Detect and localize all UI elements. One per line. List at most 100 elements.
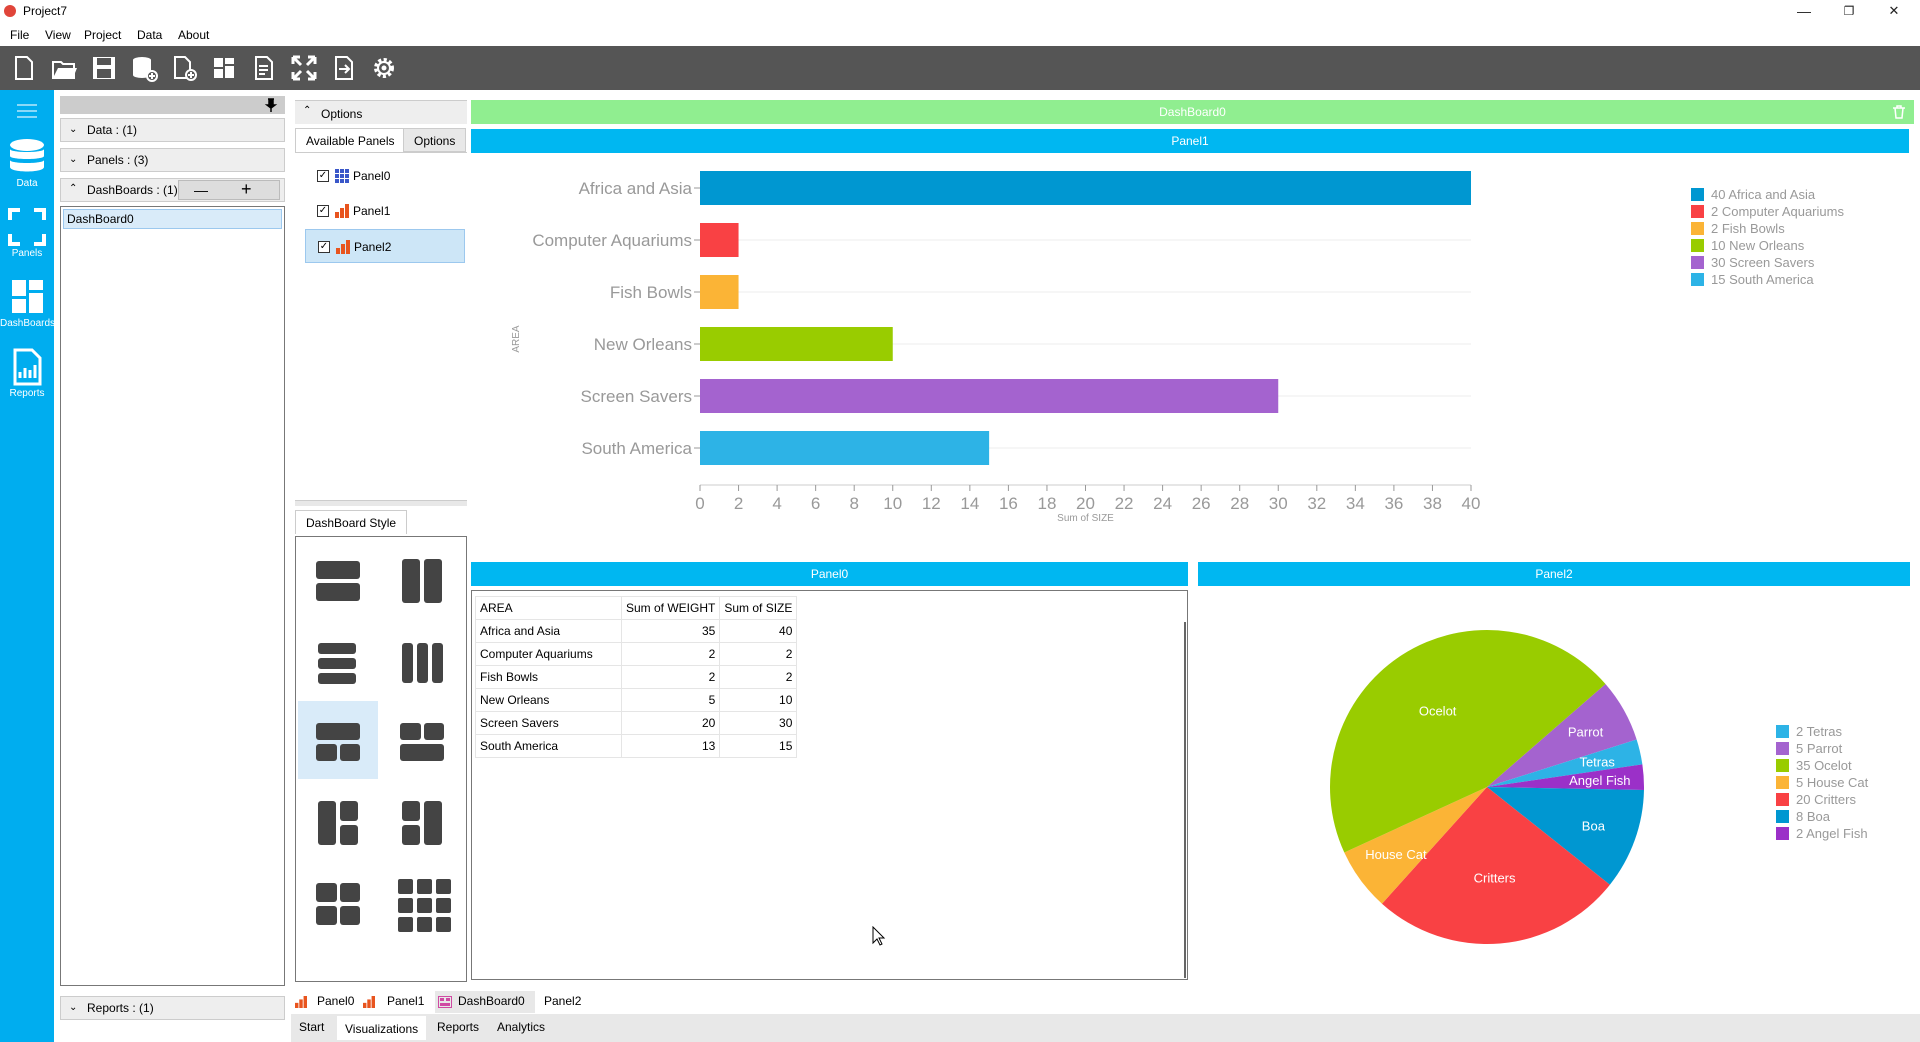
fullscreen-icon[interactable]	[290, 54, 318, 82]
style-two-columns[interactable]	[382, 541, 462, 619]
style-two-rows[interactable]	[298, 541, 378, 619]
style-two-by-two[interactable]	[298, 863, 378, 941]
legend-label: 2 Angel Fish	[1796, 826, 1868, 841]
legend-label: 8 Boa	[1796, 809, 1831, 824]
dashboards-expander[interactable]: ⌃ DashBoards : (1) — +	[60, 178, 285, 202]
panel-row-panel1[interactable]: ✓ Panel1	[305, 194, 465, 228]
close-button[interactable]: ✕	[1888, 3, 1900, 18]
nav-panels-label: Panels	[11, 248, 43, 259]
panel-row-panel0[interactable]: ✓ Panel0	[305, 159, 465, 193]
style-left-wide-right-split[interactable]	[298, 783, 378, 861]
legend-swatch	[1691, 239, 1704, 252]
tab-available-panels[interactable]: Available Panels	[295, 128, 406, 152]
ribbon-tab-reports[interactable]: Reports	[437, 1020, 480, 1034]
bar-chart-icon	[335, 204, 349, 218]
ribbon-tab-analytics[interactable]: Analytics	[497, 1020, 546, 1034]
column-header-weight[interactable]: Sum of WEIGHT	[620, 596, 721, 620]
panel0-checkbox[interactable]: ✓	[317, 170, 329, 182]
legend-label: 10 New Orleans	[1711, 238, 1805, 253]
options-header[interactable]: ⌃ Options	[295, 100, 467, 124]
restore-button[interactable]: ❐	[1843, 4, 1855, 18]
panel0-title-bar[interactable]: Panel0	[471, 562, 1188, 586]
export-icon[interactable]	[330, 54, 358, 82]
open-folder-icon[interactable]	[50, 54, 78, 82]
legend-swatch	[1776, 725, 1789, 738]
style-top-wide-bottom-split[interactable]	[298, 701, 378, 779]
dashboard-icon[interactable]	[210, 54, 238, 82]
menu-about[interactable]: About	[178, 28, 210, 42]
dashboard-title: DashBoard0	[1159, 105, 1226, 119]
doc-tab-dashboard0[interactable]: DashBoard0	[458, 994, 525, 1008]
style-three-columns[interactable]	[382, 623, 462, 701]
panel2-checkbox[interactable]: ✓	[318, 241, 330, 253]
pie-slice-label: Ocelot	[1419, 703, 1457, 718]
tree-item-dashboard0[interactable]: DashBoard0	[63, 209, 282, 229]
pie-slice	[1487, 683, 1637, 787]
doc-tab-panel0[interactable]: Panel0	[317, 994, 355, 1008]
table-row[interactable]: Screen Savers 20 30	[475, 711, 798, 735]
hamburger-menu-icon[interactable]	[17, 104, 37, 118]
table-row[interactable]: Africa and Asia 35 40	[475, 619, 798, 643]
add-page-icon[interactable]	[170, 54, 198, 82]
pin-icon[interactable]	[264, 98, 278, 112]
panel0-label: Panel0	[353, 169, 391, 183]
y-tick-label: Screen Savers	[581, 387, 693, 406]
tab-options[interactable]: Options	[403, 128, 467, 152]
ribbon-tab-start[interactable]: Start	[299, 1020, 325, 1034]
splitter[interactable]	[295, 500, 467, 506]
doc-tab-panel1[interactable]: Panel1	[387, 994, 425, 1008]
nav-panels[interactable]: Panels	[0, 208, 54, 268]
tab-dashboard-style[interactable]: DashBoard Style	[295, 510, 408, 534]
panel2-title-bar[interactable]: Panel2	[1198, 562, 1910, 586]
panel-row-panel2[interactable]: ✓ Panel2	[305, 229, 465, 263]
panels-expander[interactable]: ⌄ Panels : (3)	[60, 148, 285, 172]
chevron-down-icon: ⌄	[69, 154, 78, 165]
pie-slice	[1381, 787, 1610, 944]
table-row[interactable]: Fish Bowls 2 2	[475, 665, 798, 689]
title-bar: Project7 — ❐ ✕	[0, 0, 1920, 22]
new-file-icon[interactable]	[10, 54, 38, 82]
document-tabs: Panel0 Panel1 DashBoard0 Panel2	[291, 990, 1920, 1014]
menu-data[interactable]: Data	[137, 28, 163, 42]
bar-chart-icon	[336, 240, 350, 254]
table-grid-icon	[335, 169, 349, 183]
legend-swatch	[1691, 205, 1704, 218]
settings-gear-icon[interactable]	[370, 54, 398, 82]
x-tick-label: 30	[1269, 494, 1288, 513]
nav-data[interactable]: Data	[0, 138, 54, 198]
panel1-title-bar[interactable]: Panel1	[471, 129, 1909, 153]
table-row[interactable]: New Orleans 5 10	[475, 688, 798, 712]
ribbon-tab-visualizations[interactable]: Visualizations	[337, 1016, 427, 1040]
data-expander[interactable]: ⌄ Data : (1)	[60, 118, 285, 142]
doc-tab-panel2[interactable]: Panel2	[544, 994, 582, 1008]
minimize-button[interactable]: —	[1797, 3, 1811, 19]
column-header-size[interactable]: Sum of SIZE	[719, 596, 798, 620]
add-database-icon[interactable]	[130, 54, 158, 82]
report-icon[interactable]	[250, 54, 278, 82]
data-expander-label: Data : (1)	[87, 123, 138, 137]
style-top-split-bottom-wide[interactable]	[382, 701, 462, 779]
x-tick-label: 28	[1230, 494, 1249, 513]
panel1-checkbox[interactable]: ✓	[317, 205, 329, 217]
pie-slice	[1330, 629, 1606, 853]
menu-view[interactable]: View	[45, 28, 71, 42]
trash-icon[interactable]	[1892, 105, 1906, 119]
table-row[interactable]: South America 13 15	[475, 734, 798, 758]
x-tick-label: 32	[1307, 494, 1326, 513]
menu-project[interactable]: Project	[84, 28, 122, 42]
table-row[interactable]: Computer Aquariums 2 2	[475, 642, 798, 666]
layout-grid-2x2-icon	[316, 883, 360, 925]
style-left-split-right-wide[interactable]	[382, 783, 462, 861]
nav-reports[interactable]: Reports	[0, 348, 54, 408]
reports-expander[interactable]: ⌄ Reports : (1)	[60, 996, 285, 1020]
remove-dashboard-button[interactable]: —	[194, 182, 208, 198]
vertical-scrollbar[interactable]	[1184, 622, 1186, 978]
nav-dashboards[interactable]: DashBoards	[0, 278, 55, 338]
column-header-area[interactable]: AREA	[475, 596, 622, 620]
style-three-rows[interactable]	[298, 623, 378, 701]
x-tick-label: 0	[695, 494, 704, 513]
add-dashboard-button[interactable]: +	[241, 179, 252, 199]
save-icon[interactable]	[90, 54, 118, 82]
style-three-by-three[interactable]	[382, 863, 462, 941]
menu-file[interactable]: File	[10, 28, 30, 42]
